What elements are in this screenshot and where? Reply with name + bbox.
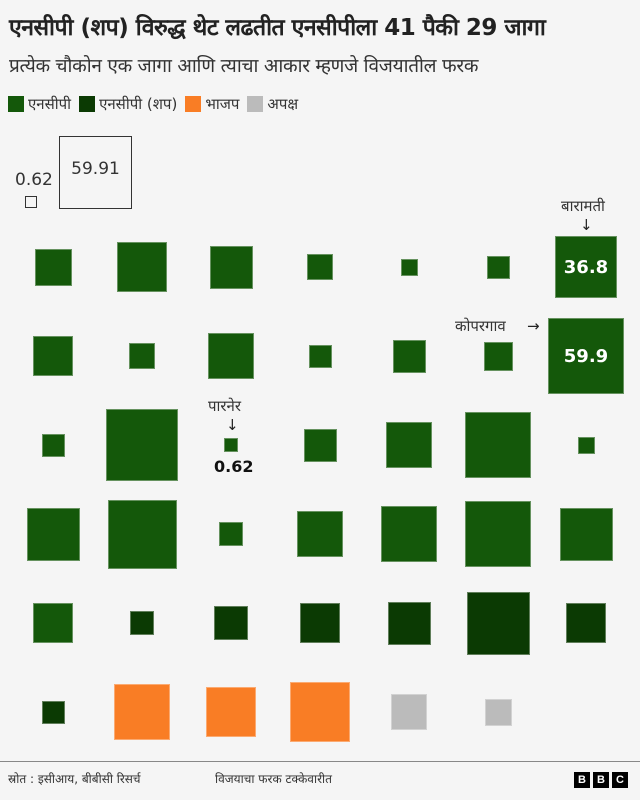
seat-square <box>300 603 340 643</box>
swatch-ncp <box>8 96 24 112</box>
seat-square <box>577 436 595 454</box>
seat-square <box>33 603 73 643</box>
seat-square <box>391 694 427 730</box>
seat-square <box>387 601 431 645</box>
seat-square <box>26 507 80 561</box>
seat-square <box>106 409 178 481</box>
seat-square <box>555 236 617 298</box>
arrow-down-icon: ↓ <box>580 216 593 234</box>
footer-divider <box>0 761 640 762</box>
seat-square <box>559 507 613 561</box>
seat-square <box>130 611 154 635</box>
swatch-independent <box>247 96 264 112</box>
size-key-big-label: 59.91 <box>71 159 120 179</box>
seat-value-label: 36.8 <box>563 256 609 278</box>
bbc-logo-letter: C <box>612 772 628 788</box>
annotation-parner-value: 0.62 <box>214 457 254 476</box>
seat-square <box>297 511 343 557</box>
seat-square <box>465 501 531 567</box>
arrow-right-icon: → <box>527 317 540 335</box>
legend: एनसीपी एनसीपी (शप) भाजप अपक्ष <box>8 94 298 114</box>
seat-square <box>400 258 418 276</box>
legend-label: अपक्ष <box>267 95 299 113</box>
annotation-kopargaon-name: कोपरगाव <box>455 317 506 335</box>
seat-square <box>114 684 170 740</box>
seat-square <box>219 522 243 546</box>
arrow-down-icon: ↓ <box>226 416 239 434</box>
legend-label: एनसीपी <box>28 95 72 113</box>
seat-square <box>208 333 254 379</box>
seat-square <box>548 318 624 394</box>
chart-subtitle: प्रत्येक चौकोन एक जागा आणि त्याचा आकार म… <box>9 55 479 77</box>
seat-square <box>307 254 333 280</box>
seat-square <box>466 591 530 655</box>
legend-item-independent: अपक्ष <box>247 94 298 114</box>
seat-square <box>386 422 432 468</box>
seat-square <box>206 687 256 737</box>
size-key-big-square: 59.91 <box>59 136 132 209</box>
seat-square <box>465 412 531 478</box>
seat-square <box>34 248 72 286</box>
seat-square <box>290 682 350 742</box>
swatch-bjp <box>185 96 202 112</box>
seat-square <box>566 603 606 643</box>
seat-square <box>486 255 510 279</box>
seat-square <box>303 428 337 462</box>
size-key-small-square <box>25 196 37 208</box>
annotation-parner-name: पारनेर <box>208 397 242 415</box>
seat-square <box>483 341 513 371</box>
seat-value-label: 59.9 <box>563 345 609 367</box>
chart-title: एनसीपी (शप) विरुद्ध थेट लढतीत एनसीपीला 4… <box>9 15 546 41</box>
seat-square <box>41 700 65 724</box>
swatch-ncp-sp <box>79 96 96 112</box>
seat-square <box>484 698 512 726</box>
bbc-logo: B B C <box>574 772 628 788</box>
seat-square <box>209 245 253 289</box>
legend-item-ncp-sp: एनसीपी (शप) <box>79 94 177 114</box>
seat-square <box>224 438 238 452</box>
seat-square <box>107 499 177 569</box>
seat-square <box>392 339 426 373</box>
seat-square <box>33 336 73 376</box>
seat-square <box>41 433 65 457</box>
seat-square <box>308 344 332 368</box>
legend-label: एनसीपी (शप) <box>99 95 178 113</box>
seat-square <box>214 606 248 640</box>
seat-square <box>129 343 155 369</box>
bbc-logo-letter: B <box>574 772 590 788</box>
bbc-logo-letter: B <box>593 772 609 788</box>
seat-square <box>381 506 437 562</box>
seat-square <box>117 242 167 292</box>
footer-source: स्रोत : इसीआय, बीबीसी रिसर्च <box>8 772 141 786</box>
footer-note: विजयाचा फरक टक्केवारीत <box>215 772 332 786</box>
legend-item-bjp: भाजप <box>185 94 239 114</box>
annotation-baramati-name: बारामती <box>561 197 605 215</box>
legend-label: भाजप <box>205 95 240 113</box>
size-key-small-label: 0.62 <box>15 170 53 190</box>
legend-item-ncp: एनसीपी <box>8 94 71 114</box>
